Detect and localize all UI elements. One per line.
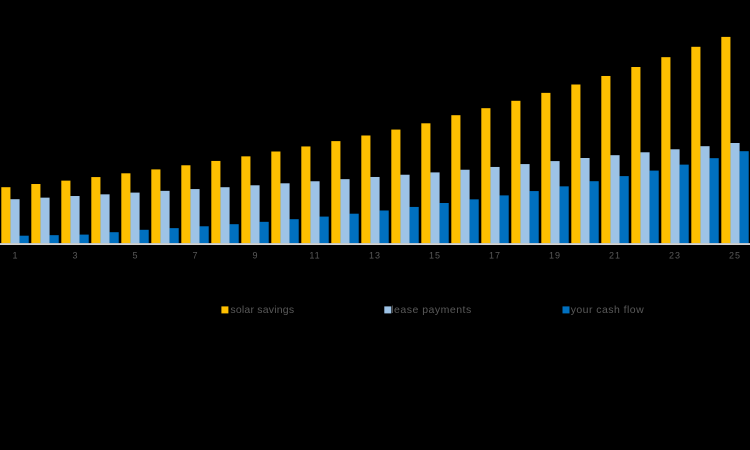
svg-text:your cash flow: your cash flow [571,304,644,316]
svg-text:7: 7 [192,251,197,261]
svg-text:19: 19 [549,251,561,261]
svg-text:1: 1 [12,251,17,261]
svg-text:25: 25 [729,251,741,261]
svg-text:15: 15 [429,251,441,261]
svg-text:23: 23 [669,251,681,261]
svg-text:3: 3 [72,251,77,261]
svg-text:11: 11 [309,251,320,261]
svg-text:21: 21 [609,251,621,261]
svg-text:solar savings: solar savings [230,304,294,316]
svg-text:9: 9 [252,251,257,261]
svg-text:13: 13 [369,251,381,261]
svg-text:lease payments: lease payments [391,304,472,316]
svg-text:5: 5 [132,251,137,261]
svg-text:17: 17 [489,251,501,261]
